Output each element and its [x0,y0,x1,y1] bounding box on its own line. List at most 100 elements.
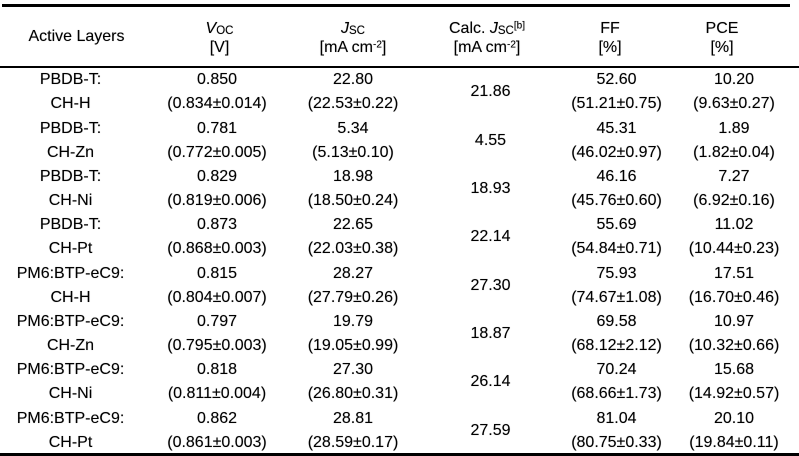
active-layer-donor-cell: PBDB-T: [0,213,141,237]
jsc-symbol: J [341,20,349,38]
cell-text: PBDB-T: [39,216,102,234]
cell-text: (27.79±0.26) [307,288,399,306]
calc-jsc-value-cell: 4.55 [413,117,571,165]
jsc-value-cell: 22.65 [293,213,413,237]
voc-value-cell: 0.862 [141,407,293,431]
voc-stat-cell: (0.819±0.006) [141,189,293,213]
cell-text: 52.60 [596,71,637,89]
cell-text: (10.32±0.66) [688,337,780,355]
cell-text: 18.93 [470,180,511,198]
cell-text: 22.80 [332,71,374,89]
active-layer-acceptor-cell: CH-H [0,286,141,310]
cell-text: (9.63±0.27) [693,95,775,113]
calc-jsc-value-cell: 18.87 [413,310,571,358]
jsc-value-cell: 27.30 [293,358,413,382]
cell-text: 46.16 [596,167,637,185]
active-layer-donor-cell: PBDB-T: [0,68,141,92]
active-layer-donor-cell: PBDB-T: [0,117,141,141]
cell-text: 10.20 [713,71,755,89]
active-layer-donor-cell: PM6:BTP-eC9: [0,310,141,334]
cell-text: 11.02 [714,216,754,234]
cell-text: (6.92±0.16) [693,192,775,210]
pce-value-cell: 1.89 [666,117,799,141]
cell-text: 19.79 [332,312,374,330]
calc-jsc-value-cell: 27.59 [413,407,571,455]
cell-text: (26.80±0.31) [307,385,399,403]
cell-text: (0.795±0.003) [167,337,267,355]
cell-text: PBDB-T: [39,71,102,89]
ff-value-cell: 45.31 [571,117,662,141]
active-layer-acceptor-cell: CH-Zn [0,334,141,358]
cell-text: (0.868±0.003) [167,240,267,258]
active-layer-donor-cell: PM6:BTP-eC9: [0,358,141,382]
jsc-stat-cell: (19.05±0.99) [293,334,413,358]
cell-text: 27.30 [332,361,374,379]
header-label-pce: PCE [705,20,739,38]
calc-jsc-value-cell: 21.86 [413,68,571,116]
cell-text: (80.75±0.33) [571,433,662,451]
cell-text: 0.818 [196,361,238,379]
cell-text: CH-Zn [46,143,95,161]
pce-stat-cell: (1.82±0.04) [666,141,799,165]
cell-text: CH-H [50,95,91,113]
cell-text: 27.30 [470,276,511,294]
ff-stat-cell: (68.66±1.73) [571,382,662,406]
jsc-value-cell: 22.80 [293,68,413,92]
cell-text: 26.14 [470,373,511,391]
ff-stat-cell: (74.67±1.08) [571,286,662,310]
cell-text: (51.21±0.75) [571,95,662,113]
ff-stat-cell: (68.12±2.12) [571,334,662,358]
cell-text: (0.811±0.004) [167,385,267,403]
cell-text: (19.84±0.11) [689,433,779,451]
cell-text: (0.804±0.007) [167,288,267,306]
pce-stat-cell: (10.44±0.23) [666,237,799,261]
cell-text: 7.27 [718,167,750,185]
jsc-value-cell: 28.27 [293,262,413,286]
cell-text: PM6:BTP-eC9: [16,312,125,330]
calc-jsc-value-cell: 22.14 [413,213,571,261]
ff-value-cell: 55.69 [571,213,662,237]
calc-jsc-unit-exponent: -2 [506,39,516,51]
cell-text: (22.53±0.22) [307,95,399,113]
voc-stat-cell: (0.868±0.003) [141,237,293,261]
active-layer-acceptor-cell: CH-Ni [0,189,141,213]
active-layer-donor-cell: PM6:BTP-eC9: [0,262,141,286]
cell-text: (19.05±0.99) [307,337,399,355]
cell-text: CH-Pt [48,240,93,258]
pce-value-cell: 7.27 [666,165,799,189]
ff-stat-cell: (45.76±0.60) [571,189,662,213]
cell-text: 28.27 [332,264,374,282]
active-layer-acceptor-cell: CH-Pt [0,431,141,455]
ff-value-cell: 69.58 [571,310,662,334]
cell-text: CH-Ni [48,385,93,403]
calc-jsc-value-cell: 26.14 [413,358,571,406]
ff-stat-cell: (51.21±0.75) [571,92,662,116]
jsc-value-cell: 28.81 [293,407,413,431]
table-top-rule [2,4,790,7]
cell-text: 0.797 [196,312,238,330]
header-label-active-layers: Active Layers [28,28,125,46]
pce-stat-cell: (6.92±0.16) [666,189,799,213]
table-body: PBDB-T: 0.850 22.80 21.86 52.60 10.20 CH… [0,68,799,455]
jsc-stat-cell: (22.53±0.22) [293,92,413,116]
cell-text: 81.04 [596,409,637,427]
cell-text: (0.834±0.014) [167,95,267,113]
cell-text: CH-H [50,288,91,306]
cell-text: (18.50±0.24) [307,192,399,210]
header-cell-pce: PCE [%] [662,0,799,67]
calc-jsc-value-cell: 27.30 [413,262,571,310]
voc-stat-cell: (0.804±0.007) [141,286,293,310]
ff-stat-cell: (80.75±0.33) [571,431,662,455]
cell-text: 22.65 [332,216,374,234]
cell-text: 0.829 [196,167,238,185]
cell-text: 69.58 [596,312,637,330]
jsc-stat-cell: (26.80±0.31) [293,382,413,406]
pce-stat-cell: (10.32±0.66) [666,334,799,358]
ff-stat-cell: (54.84±0.71) [571,237,662,261]
voc-value-cell: 0.797 [141,310,293,334]
cell-text: 22.14 [470,228,511,246]
header-unit-ff: [%] [598,39,622,56]
cell-text: CH-Zn [46,337,95,355]
header-cell-calc-jsc: Calc. JSC[b] [mA cm-2] [413,0,571,67]
voc-symbol: V [205,20,217,38]
